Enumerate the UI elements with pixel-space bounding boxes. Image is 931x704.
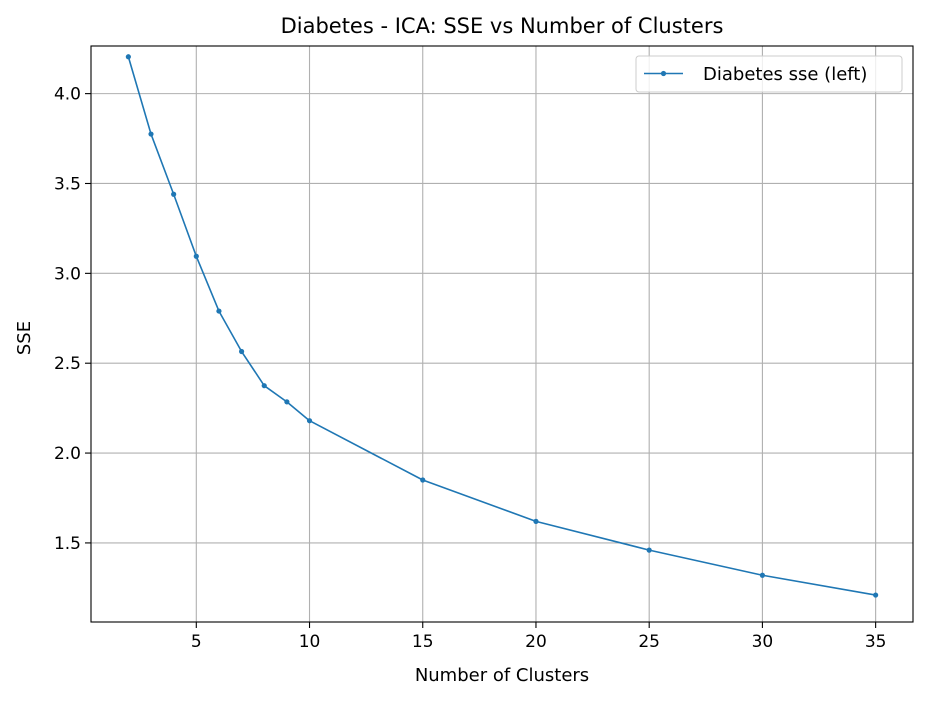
data-point [420, 477, 426, 483]
x-axis-label: Number of Clusters [415, 665, 589, 686]
series-layer [125, 54, 879, 598]
x-tick-label: 5 [191, 632, 202, 652]
legend-label: Diabetes sse (left) [703, 64, 867, 85]
y-axis-label: SSE [14, 321, 35, 355]
y-tick-label: 1.5 [54, 534, 81, 554]
legend-box [635, 55, 903, 93]
data-point [193, 253, 199, 259]
data-point [125, 54, 131, 60]
data-point [238, 348, 245, 355]
y-tick-label: 3.0 [54, 264, 81, 284]
axis-ticks: 5 10 15 20 25 30 35 1.5 2.0 2.5 3.0 3.5 4.0 [54, 85, 887, 652]
grid-lines [91, 46, 913, 622]
y-tick-label: 3.5 [54, 174, 81, 194]
x-tick-label: 20 [525, 632, 547, 652]
x-tick-label: 30 [752, 632, 774, 652]
data-point [216, 308, 222, 314]
legend: Diabetes sse (left) [635, 55, 903, 93]
data-point [646, 547, 652, 553]
plot-area-frame [90, 45, 914, 623]
x-tick-label: 10 [299, 632, 321, 652]
series-line [127, 56, 876, 596]
legend-marker-swatch [660, 70, 667, 77]
x-tick-label: 35 [865, 632, 887, 652]
y-tick-label: 2.0 [54, 444, 81, 464]
y-tick-label: 2.5 [54, 354, 81, 374]
y-tick-label: 4.0 [54, 85, 81, 105]
data-point [284, 399, 290, 405]
data-point [759, 572, 766, 578]
data-point [533, 518, 539, 524]
data-point [306, 418, 313, 424]
data-point [148, 131, 154, 137]
chart-title: Diabetes - ICA: SSE vs Number of Cluster… [281, 14, 724, 38]
x-tick-label: 15 [412, 632, 434, 652]
data-point [171, 191, 177, 197]
x-tick-label: 25 [638, 632, 660, 652]
data-point [261, 383, 267, 389]
data-point [873, 592, 879, 598]
